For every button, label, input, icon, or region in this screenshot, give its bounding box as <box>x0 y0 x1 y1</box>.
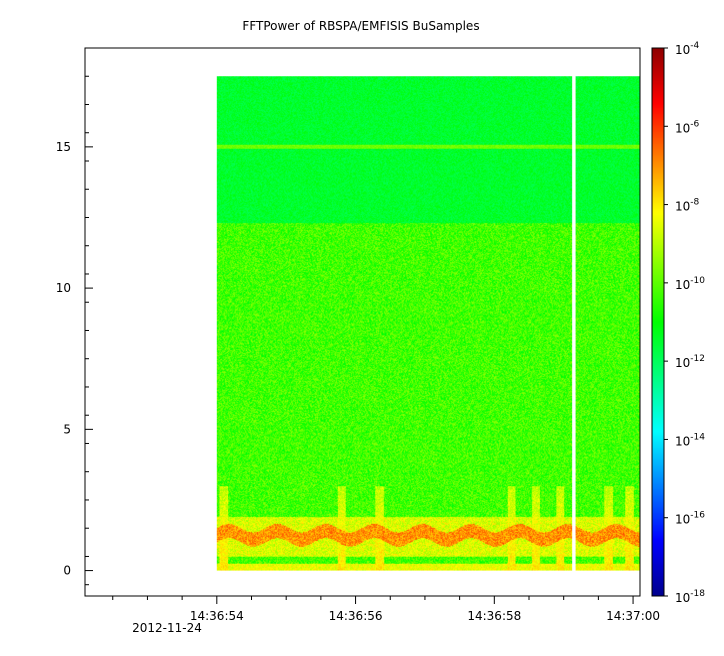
colorbar-frame <box>651 47 665 597</box>
x-tick-date-label: 2012-11-24 <box>132 621 202 635</box>
x-axis: 2012-11-24 14:36:54 14:36:56 14:36:58 14:37… <box>112 596 660 635</box>
colorbar: 10-4 10-6 10-8 10-10 10-12 10-14 10-16 10-18 <box>651 41 705 605</box>
colorbar-gradient <box>652 48 664 596</box>
colorbar-tick-label: 10-6 <box>675 119 700 135</box>
x-tick-label: 14:36:56 <box>329 609 383 623</box>
x-tick-label: 14:37:00 <box>606 609 660 623</box>
y-tick-label: 15 <box>56 140 71 154</box>
y-tick-label: 0 <box>63 564 71 578</box>
plot-area <box>84 47 641 597</box>
y-tick-label: 5 <box>63 422 71 436</box>
x-tick-label: 14:36:54 <box>190 609 244 623</box>
colorbar-tick-label: 10-10 <box>675 276 705 292</box>
colorbar-tick-label: 10-12 <box>675 354 705 370</box>
x-tick-label: 14:36:58 <box>467 609 521 623</box>
y-axis: 0 5 10 15 <box>56 47 93 586</box>
chart-title: FFTPower of RBSPA/EMFISIS BuSamples <box>242 19 479 33</box>
colorbar-tick-label: 10-8 <box>675 198 700 214</box>
colorbar-tick-label: 10-16 <box>675 511 705 527</box>
spectrogram-image <box>216 76 640 571</box>
colorbar-tick-label: 10-14 <box>675 432 705 448</box>
colorbar-tick-label: 10-18 <box>675 589 705 605</box>
y-tick-label: 10 <box>56 281 71 295</box>
colorbar-tick-label: 10-4 <box>675 41 700 57</box>
plot-frame <box>84 47 641 597</box>
